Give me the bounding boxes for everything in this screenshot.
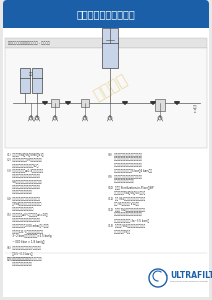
Text: (1)  封闭输入TS4、VS、V990和V1。
(2)  打开蒸汽管路截止阀V7，最后打开不锈
      钢过滤器元件和排水阀截止阀V2。
(3)  确保蒸: (1) 封闭输入TS4、VS、V990和V1。 (2) 打开蒸汽管路截止阀V7，…	[7, 152, 52, 266]
Text: 至用气
设备: 至用气 设备	[193, 105, 197, 114]
Bar	[102, 28, 118, 68]
Polygon shape	[174, 102, 180, 104]
Text: 会员水印: 会员水印	[91, 72, 130, 104]
Polygon shape	[42, 102, 47, 104]
Text: THE FILTRATION MANUFACTURER: THE FILTRATION MANUFACTURER	[170, 280, 208, 282]
Text: 同制过滤器图集：上级类通过滤器: 同制过滤器图集：上级类通过滤器	[7, 257, 31, 261]
Text: 工艺流程：空气过滤器在罐中蒸 - 在线灭菌: 工艺流程：空气过滤器在罐中蒸 - 在线灭菌	[8, 41, 50, 45]
Bar	[5, 38, 207, 48]
FancyBboxPatch shape	[3, 0, 209, 28]
Text: 空气过滤器的蒸汽灭菌: 空气过滤器的蒸汽灭菌	[77, 9, 135, 19]
Polygon shape	[151, 102, 155, 104]
Text: ULTRAFILTER: ULTRAFILTER	[170, 271, 212, 280]
Polygon shape	[123, 102, 127, 104]
Text: (8)   每次灌注灭菌前蒸汽分布不均导致蒸汽
       通道顺序混乱后孔内，压力通过分配管
       路装置分布，确保过滤器聚集混均匀时
      : (8) 每次灌注灭菌前蒸汽分布不均导致蒸汽 通道顺序混乱后孔内，压力通过分配管 …	[108, 152, 154, 233]
Bar	[3, 14, 209, 28]
Bar	[32, 68, 42, 93]
Bar	[81, 99, 89, 107]
Polygon shape	[66, 102, 71, 104]
Bar	[20, 68, 30, 93]
Bar	[5, 48, 207, 148]
Text: 过滤器: 过滤器	[29, 72, 33, 76]
Bar	[155, 99, 165, 111]
Bar	[51, 99, 59, 107]
